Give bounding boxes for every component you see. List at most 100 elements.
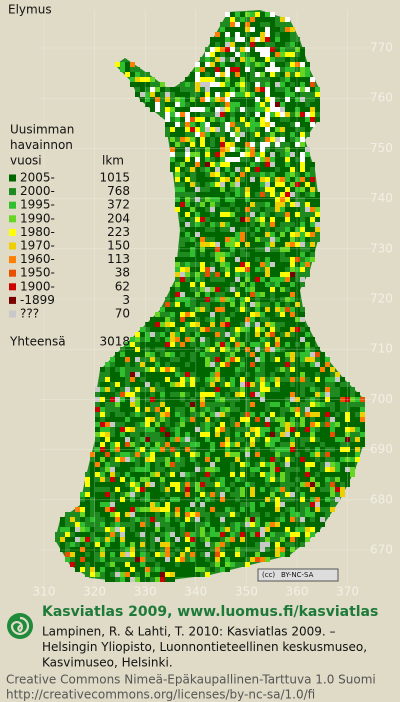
map-cell xyxy=(170,117,175,122)
map-cell xyxy=(255,137,260,142)
map-cell xyxy=(180,262,185,267)
map-cell xyxy=(245,312,250,317)
map-cell xyxy=(150,422,155,427)
map-cell xyxy=(200,372,205,377)
map-cell xyxy=(250,367,255,372)
map-cell xyxy=(290,247,295,252)
map-cell xyxy=(205,267,210,272)
map-cell xyxy=(250,22,255,27)
map-cell xyxy=(295,422,300,427)
map-cell xyxy=(235,172,240,177)
map-cell xyxy=(195,372,200,377)
map-cell xyxy=(300,147,305,152)
map-cell xyxy=(295,142,300,147)
map-cell xyxy=(225,67,230,72)
map-cell xyxy=(345,442,350,447)
map-cell xyxy=(265,522,270,527)
map-cell xyxy=(235,377,240,382)
map-cell xyxy=(150,397,155,402)
map-cell xyxy=(235,27,240,32)
map-cell xyxy=(245,407,250,412)
map-cell xyxy=(290,417,295,422)
map-cell xyxy=(305,212,310,217)
map-cell xyxy=(210,437,215,442)
map-cell xyxy=(140,377,145,382)
map-cell xyxy=(270,237,275,242)
map-cell xyxy=(225,422,230,427)
map-cell xyxy=(75,512,80,517)
map-cell xyxy=(95,457,100,462)
map-cell xyxy=(275,242,280,247)
map-cell xyxy=(300,177,305,182)
map-cell xyxy=(250,67,255,72)
map-cell xyxy=(110,457,115,462)
map-cell xyxy=(195,407,200,412)
map-cell xyxy=(210,382,215,387)
map-cell xyxy=(200,547,205,552)
map-cell xyxy=(145,532,150,537)
map-cell xyxy=(130,437,135,442)
map-cell xyxy=(295,197,300,202)
map-cell xyxy=(255,172,260,177)
map-cell xyxy=(160,532,165,537)
map-cell xyxy=(185,217,190,222)
map-cell xyxy=(210,262,215,267)
map-cell xyxy=(295,432,300,437)
map-cell xyxy=(105,487,110,492)
map-cell xyxy=(250,157,255,162)
map-cell xyxy=(305,497,310,502)
map-cell xyxy=(130,362,135,367)
map-cell xyxy=(300,502,305,507)
map-cell xyxy=(285,237,290,242)
map-cell xyxy=(215,542,220,547)
map-cell xyxy=(285,362,290,367)
map-cell xyxy=(235,107,240,112)
map-cell xyxy=(245,392,250,397)
map-cell xyxy=(150,532,155,537)
map-cell xyxy=(265,417,270,422)
map-cell xyxy=(315,487,320,492)
grid-y-label: 740 xyxy=(370,191,393,205)
map-cell xyxy=(335,497,340,502)
legend-swatch xyxy=(9,242,16,250)
map-cell xyxy=(275,402,280,407)
map-cell xyxy=(230,247,235,252)
map-cell xyxy=(190,347,195,352)
map-cell xyxy=(275,207,280,212)
map-cell xyxy=(170,562,175,567)
map-cell xyxy=(200,422,205,427)
map-cell xyxy=(180,397,185,402)
map-cell xyxy=(190,407,195,412)
map-cell xyxy=(180,307,185,312)
map-cell xyxy=(280,167,285,172)
map-cell xyxy=(315,447,320,452)
map-cell xyxy=(190,477,195,482)
map-cell xyxy=(185,517,190,522)
map-cell xyxy=(205,327,210,332)
map-cell xyxy=(155,317,160,322)
map-cell xyxy=(130,577,135,582)
map-cell xyxy=(190,487,195,492)
map-cell xyxy=(275,262,280,267)
map-cell xyxy=(265,207,270,212)
map-cell xyxy=(195,342,200,347)
map-cell xyxy=(245,297,250,302)
map-cell xyxy=(180,272,185,277)
map-cell xyxy=(310,357,315,362)
map-cell xyxy=(300,262,305,267)
map-cell xyxy=(290,52,295,57)
map-cell xyxy=(335,457,340,462)
map-cell xyxy=(75,542,80,547)
map-cell xyxy=(210,47,215,52)
map-cell xyxy=(255,487,260,492)
map-cell xyxy=(210,417,215,422)
map-cell xyxy=(170,517,175,522)
map-cell xyxy=(170,447,175,452)
map-cell xyxy=(100,482,105,487)
map-cell xyxy=(235,392,240,397)
map-cell xyxy=(305,207,310,212)
map-cell xyxy=(355,457,360,462)
map-cell xyxy=(245,212,250,217)
map-cell xyxy=(120,522,125,527)
map-cell xyxy=(285,162,290,167)
